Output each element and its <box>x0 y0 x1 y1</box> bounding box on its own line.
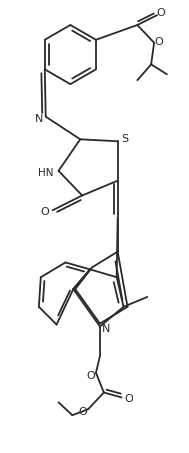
Text: N: N <box>102 324 110 334</box>
Text: O: O <box>155 37 163 47</box>
Text: O: O <box>40 207 49 217</box>
Text: HN: HN <box>38 168 53 178</box>
Text: S: S <box>121 134 128 145</box>
Text: O: O <box>79 407 88 417</box>
Text: O: O <box>87 371 95 381</box>
Text: O: O <box>157 8 165 18</box>
Text: N: N <box>35 114 43 124</box>
Text: O: O <box>124 395 133 405</box>
